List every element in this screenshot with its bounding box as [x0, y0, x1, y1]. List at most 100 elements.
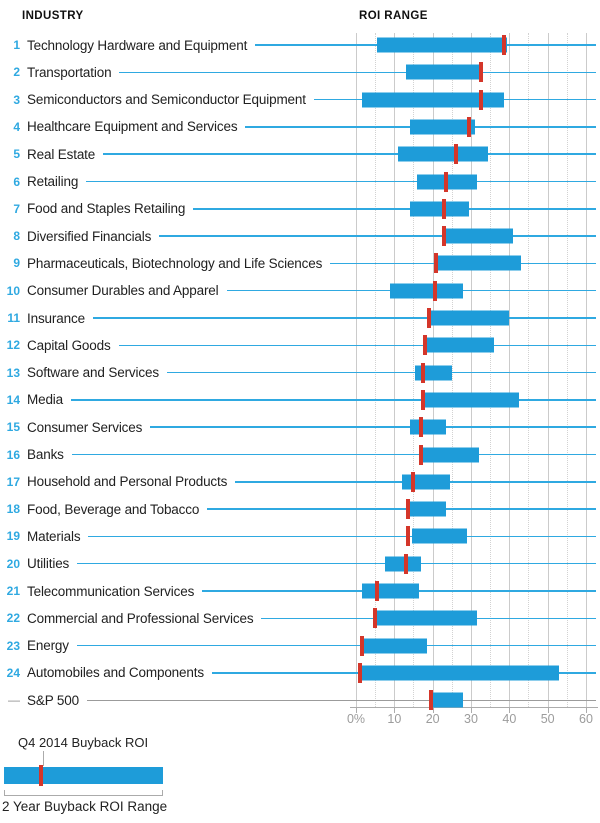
industry-row: 11 Insurance	[0, 305, 598, 332]
x-axis-tick	[585, 707, 587, 713]
gridline-minor	[566, 33, 568, 707]
x-axis-tick	[470, 707, 472, 713]
industry-row: 17 Household and Personal Products	[0, 468, 598, 495]
x-axis-tick-label: 20	[425, 712, 440, 726]
q4-roi-marker	[419, 444, 424, 465]
row-rank: 17	[6, 474, 20, 489]
industry-row: 16 Banks	[0, 441, 598, 468]
row-leader-line	[119, 71, 596, 74]
row-leader-line	[103, 153, 596, 155]
gridline-major	[547, 33, 549, 707]
industry-row: 1 Technology Hardware and Equipment	[0, 32, 598, 59]
row-label: Software and Services	[27, 365, 159, 381]
row-rank: 5	[13, 147, 20, 162]
q4-roi-marker	[411, 471, 416, 492]
x-axis-tick	[509, 707, 511, 713]
q4-roi-marker	[419, 417, 424, 438]
q4-roi-marker	[405, 499, 410, 520]
roi-range-bar	[424, 337, 494, 353]
row-label: Capital Goods	[27, 337, 111, 353]
roi-range-bar	[423, 392, 519, 408]
roi-range-bar	[409, 119, 475, 135]
roi-range-bar	[409, 201, 470, 217]
roi-range-bar	[430, 310, 510, 326]
x-axis-tick	[432, 707, 434, 713]
q4-roi-marker	[421, 362, 426, 383]
row-label: Diversified Financials	[27, 228, 152, 244]
row-rank: 21	[6, 584, 20, 598]
industry-row: 2 Transportation	[0, 59, 598, 86]
roi-range-bar	[423, 447, 479, 462]
row-rank: 11	[7, 311, 20, 325]
row-label: Commercial and Professional Services	[27, 610, 254, 626]
row-rank: 23	[6, 638, 20, 653]
gridline-minor	[451, 33, 453, 707]
industry-row: 18 Food, Beverage and Tobacco	[0, 496, 598, 523]
legend-bracket	[4, 795, 163, 796]
row-rank: 6	[13, 174, 20, 189]
row-label: Technology Hardware and Equipment	[27, 37, 248, 53]
row-leader-line	[207, 508, 596, 510]
industry-row: 14 Media	[0, 386, 598, 413]
industry-row: 6 Retailing	[0, 168, 598, 195]
row-label: S&P 500	[27, 692, 79, 708]
row-label: Consumer Durables and Apparel	[27, 283, 219, 299]
q4-roi-marker	[453, 144, 458, 165]
row-label: Household and Personal Products	[27, 474, 228, 490]
x-axis-tick-label: 50	[540, 712, 555, 726]
row-label: Banks	[27, 447, 64, 462]
row-label: Semiconductors and Semiconductor Equipme…	[27, 92, 306, 108]
x-axis-tick-label: 30	[464, 712, 478, 726]
row-rank: 22	[6, 611, 20, 626]
roi-range-bar	[377, 37, 508, 53]
gridline-major	[509, 33, 511, 707]
q4-roi-marker	[478, 62, 483, 83]
q4-roi-marker	[432, 280, 437, 301]
gridline-major	[394, 33, 396, 707]
roi-range-bar	[405, 64, 483, 80]
roi-range-bar	[384, 556, 422, 572]
row-leader-line	[150, 426, 596, 428]
roi-range-bar	[390, 283, 464, 299]
row-rank: 18	[6, 502, 20, 517]
gridline-major	[470, 33, 472, 707]
row-label: Retailing	[27, 174, 79, 189]
x-axis-tick	[394, 707, 396, 713]
row-rank: 12	[6, 338, 20, 353]
row-leader-line	[86, 180, 596, 183]
roi-range-bar	[361, 92, 504, 108]
industry-row: 21 Telecommunication Services	[0, 578, 598, 605]
x-axis-line	[350, 707, 598, 708]
benchmark-row: — S&P 500	[0, 687, 598, 714]
q4-roi-marker	[428, 690, 433, 711]
row-rank: 1	[13, 38, 20, 52]
row-label: Automobiles and Components	[27, 665, 204, 681]
row-leader-line	[87, 699, 596, 701]
row-leader-line	[118, 344, 596, 347]
q4-roi-marker	[426, 308, 431, 328]
row-label: Media	[27, 392, 64, 408]
row-leader-line	[92, 317, 596, 319]
row-label: Consumer Services	[27, 419, 143, 435]
industry-row: 22 Commercial and Professional Services	[0, 605, 598, 632]
row-leader-line	[166, 371, 596, 374]
q4-roi-marker	[444, 171, 449, 192]
roi-range-bar	[398, 146, 489, 162]
row-label: Food, Beverage and Tobacco	[27, 501, 200, 517]
roi-range-bar	[438, 255, 521, 271]
row-label: Energy	[27, 638, 69, 654]
x-axis-tick	[356, 707, 357, 713]
row-label: Utilities	[27, 556, 70, 572]
row-label: Pharmaceuticals, Biotechnology and Life …	[27, 255, 323, 271]
q4-roi-marker	[359, 635, 364, 656]
industry-row: 23 Energy	[0, 632, 598, 659]
roi-range-bar	[432, 692, 464, 708]
row-rank: 15	[6, 420, 20, 435]
row-leader-line	[88, 535, 596, 538]
q4-roi-marker	[403, 553, 408, 574]
gridline-minor	[490, 33, 492, 707]
legend-pointer-line	[43, 751, 44, 766]
row-label: Food and Staples Retailing	[27, 201, 186, 217]
row-label: Healthcare Equipment and Services	[27, 119, 238, 135]
